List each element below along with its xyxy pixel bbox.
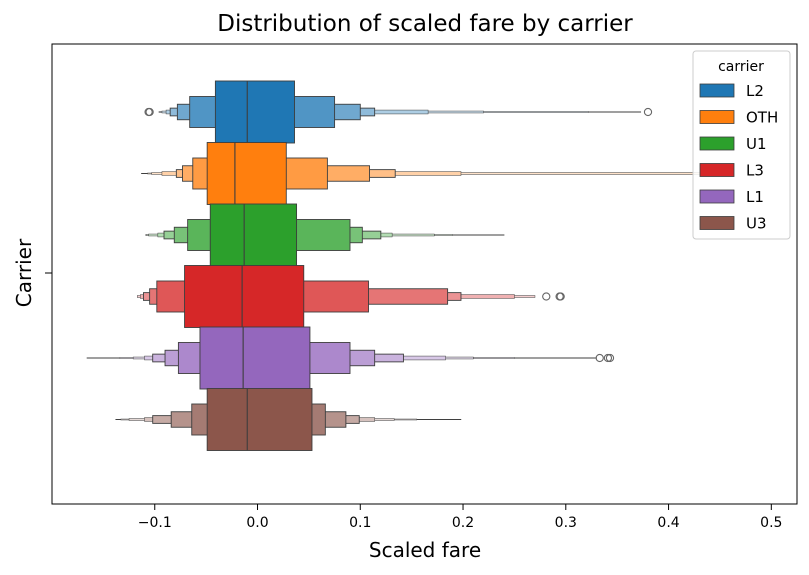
x-tick-label: −0.1 (138, 515, 172, 531)
series-oth (141, 142, 733, 205)
box-level-1 (206, 388, 313, 451)
outlier-point (556, 292, 565, 301)
legend-item-l2: L2 (699, 82, 764, 100)
chart-title: Distribution of scaled fare by carrier (217, 11, 633, 37)
legend: carrier L2 OTH U1 L3 L1 U3 (692, 50, 791, 240)
legend-swatch (699, 216, 735, 230)
box-level-1 (184, 265, 305, 328)
legend-item-u1: U1 (699, 135, 767, 153)
legend-item-u3: U3 (699, 215, 767, 233)
legend-label: U1 (746, 135, 767, 153)
legend-item-oth: OTH (699, 109, 778, 127)
legend-swatch (699, 136, 735, 151)
outlier-point (605, 353, 615, 363)
axes-frame (51, 43, 798, 505)
outlier-point (643, 107, 653, 117)
series-l1 (86, 326, 615, 390)
outlier-point (595, 353, 604, 363)
box-level-1 (214, 80, 295, 144)
outlier-point (542, 292, 551, 301)
box-level-1 (199, 326, 311, 390)
outlier-point (145, 107, 154, 117)
series-l2 (144, 80, 653, 144)
series-l3 (137, 265, 565, 328)
legend-swatch (699, 110, 735, 124)
plot-area (86, 80, 733, 451)
legend-item-l3: L3 (699, 162, 764, 180)
x-tick-label: 0.1 (349, 515, 371, 531)
x-axis-label: Scaled fare (369, 538, 481, 562)
legend-item-l1: L1 (699, 188, 764, 206)
legend-label: L2 (746, 82, 764, 100)
x-tick-label: 0.0 (246, 515, 268, 531)
x-tick-label: 0.2 (452, 515, 474, 531)
x-tick-label: 0.3 (555, 515, 577, 531)
y-axis-label: Carrier (12, 238, 36, 307)
legend-label: OTH (746, 109, 778, 127)
box-level-1 (206, 142, 287, 205)
legend-swatch (699, 83, 735, 98)
x-tick-label: 0.4 (657, 515, 679, 531)
series-u1 (145, 203, 505, 267)
legend-items: L2 OTH U1 L3 L1 U3 (699, 82, 778, 233)
legend-label: L1 (746, 188, 764, 206)
legend-swatch (699, 189, 735, 204)
legend-swatch (699, 163, 735, 177)
series-u3 (115, 388, 462, 451)
legend-title: carrier (718, 59, 764, 75)
box-level-1 (209, 203, 298, 267)
x-axis: −0.1 0.0 0.1 0.2 0.3 0.4 0.5 (138, 504, 782, 531)
legend-label: U3 (746, 215, 767, 233)
legend-label: L3 (746, 162, 764, 180)
x-tick-label: 0.5 (760, 515, 782, 531)
